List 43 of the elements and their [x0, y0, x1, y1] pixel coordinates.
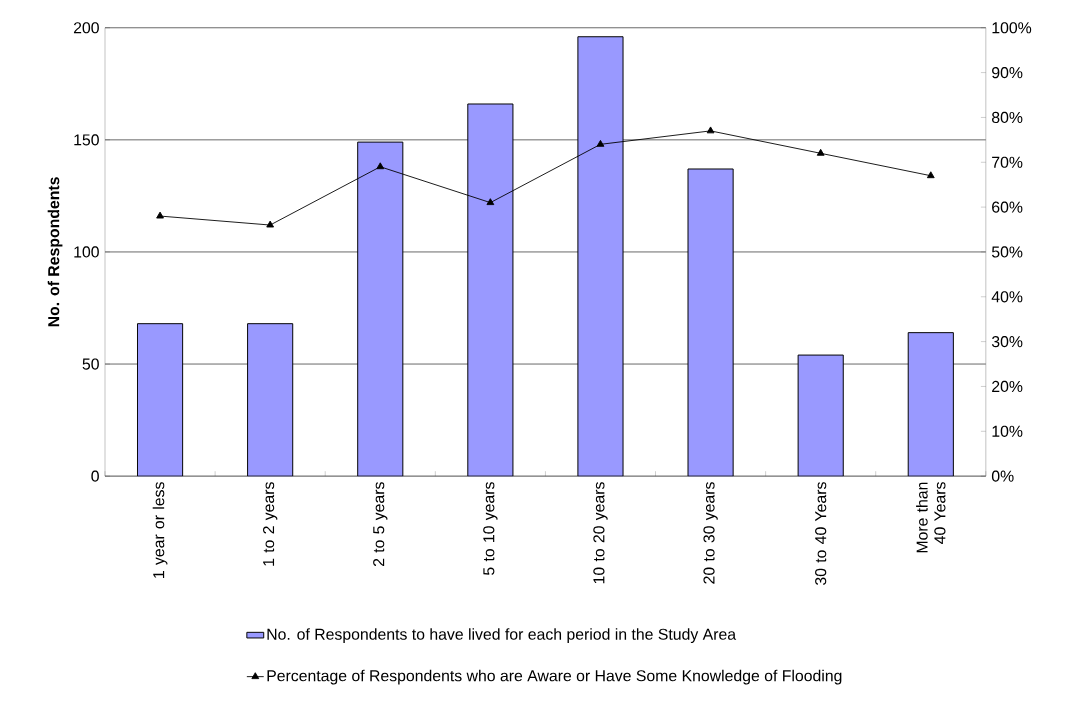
y-axis-title: No. of Respondents: [47, 177, 63, 327]
y-tick-label: 0: [91, 470, 99, 482]
bar: [797, 354, 844, 477]
y2-tick-label: 30%: [991, 335, 1023, 348]
x-tick-label: 1 year or less: [152, 482, 168, 578]
x-tick-label: 2 to 5 years: [373, 482, 388, 566]
bar: [577, 36, 624, 477]
y2-tick-label: 60%: [992, 201, 1023, 213]
y2-tick-label: 100%: [992, 22, 1032, 34]
y-tick-label: 200: [73, 22, 99, 34]
x-tick-label: 5 to 10 years: [483, 482, 498, 575]
bar: [136, 323, 184, 477]
y2-tick-label: 50%: [991, 246, 1023, 258]
y2-tick-label: 20%: [992, 380, 1023, 392]
bar: [357, 141, 404, 477]
y2-tick-label: 0%: [991, 470, 1014, 482]
point: [596, 139, 605, 147]
legend-label: No. of Respondents to have lived for each period in the Study Area: [267, 628, 737, 643]
bar: [467, 103, 514, 477]
y-tick-label: 100: [74, 246, 99, 258]
y2-tick-label: 10%: [992, 425, 1023, 437]
point: [816, 148, 825, 156]
y2-tick-label: 80%: [991, 111, 1023, 123]
x-tick-label: 30 to 40 Years: [815, 482, 827, 585]
legend-label: Percentage of Respondents who are Aware or Have Some Knowledge of Flooding: [267, 669, 842, 685]
x-tick-label: 20 to 30 years: [703, 482, 718, 584]
point: [926, 171, 935, 179]
bar: [687, 168, 734, 477]
point: [266, 220, 275, 228]
y2-tick-label: 40%: [991, 291, 1023, 303]
x-tick-label: More than 40 Years: [916, 482, 946, 553]
y2-tick-label: 70%: [992, 156, 1023, 168]
point: [706, 126, 715, 134]
y-tick-label: 50: [82, 358, 99, 370]
point: [156, 211, 164, 219]
x-tick-label: 1 to 2 years: [263, 482, 278, 566]
y2-tick-label: 90%: [992, 66, 1023, 79]
y-tick-label: 150: [74, 134, 99, 146]
bar: [247, 323, 294, 477]
point: [376, 162, 385, 170]
bar: [907, 332, 954, 477]
point: [486, 198, 495, 205]
x-tick-label: 10 to 20 years: [593, 482, 608, 584]
